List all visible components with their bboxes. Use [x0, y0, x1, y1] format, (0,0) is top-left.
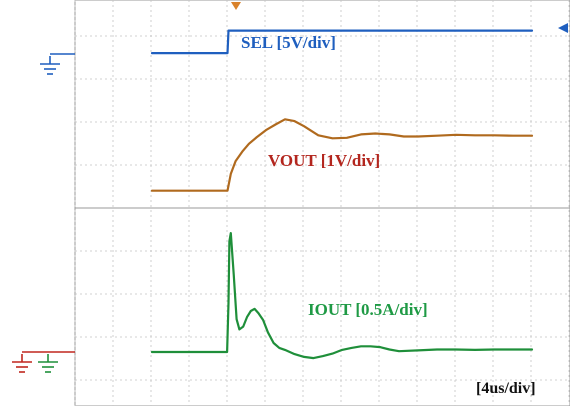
sel-ground-icon [40, 56, 60, 75]
channel-markers [12, 2, 568, 373]
graticule-border [74, 0, 570, 406]
series-label-iout: IOUT [0.5A/div] [308, 300, 428, 319]
trigger-level-icon [558, 23, 568, 33]
timebase-label: [4us/div] [476, 380, 536, 397]
scope-traces [150, 29, 534, 360]
trigger-position-icon [231, 2, 241, 10]
trace-sel [150, 29, 534, 55]
iout-ground-icon [38, 354, 58, 373]
series-label-sel: SEL [5V/div] [241, 33, 336, 52]
vout-ground-icon [12, 354, 32, 373]
series-label-vout: VOUT [1V/div] [268, 151, 380, 170]
trace-vout [150, 118, 534, 192]
scope-graticule [74, 0, 570, 406]
trace-iout [150, 232, 534, 360]
